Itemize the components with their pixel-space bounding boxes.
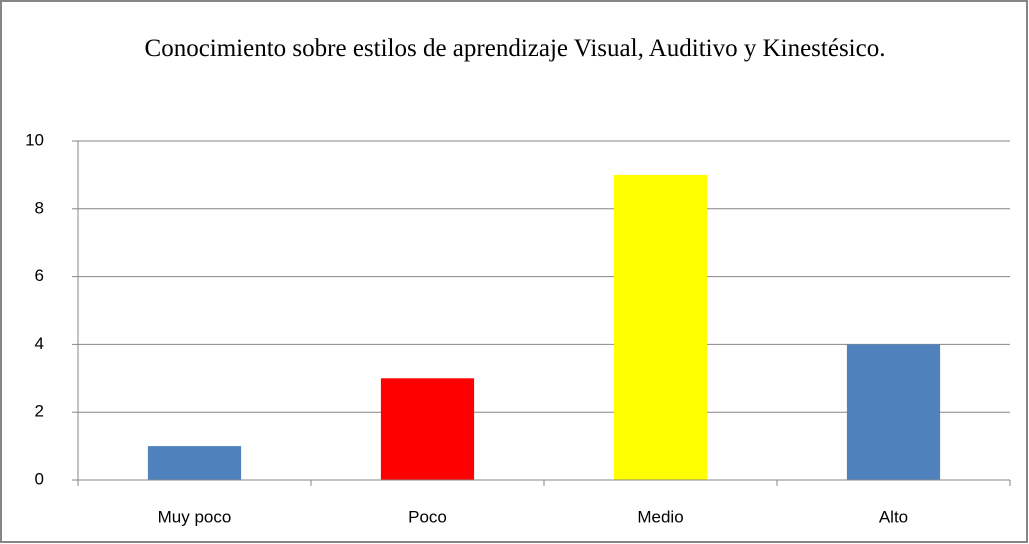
- bar: [613, 174, 708, 480]
- chart-title: Conocimiento sobre estilos de aprendizaj…: [144, 35, 886, 62]
- y-tick-label: 10: [25, 130, 44, 149]
- y-tick-label: 8: [35, 198, 44, 217]
- x-tick-label: Poco: [408, 507, 447, 526]
- y-tick-label: 6: [35, 266, 44, 285]
- x-tick-label: Alto: [879, 507, 908, 526]
- y-tick-label: 2: [35, 402, 44, 421]
- bar: [147, 446, 242, 480]
- x-tick-label: Medio: [637, 507, 683, 526]
- y-tick-label: 0: [35, 469, 44, 488]
- x-tick-label: Muy poco: [158, 507, 232, 526]
- y-tick-label: 4: [35, 334, 44, 353]
- bar: [380, 378, 475, 480]
- bar: [846, 344, 941, 480]
